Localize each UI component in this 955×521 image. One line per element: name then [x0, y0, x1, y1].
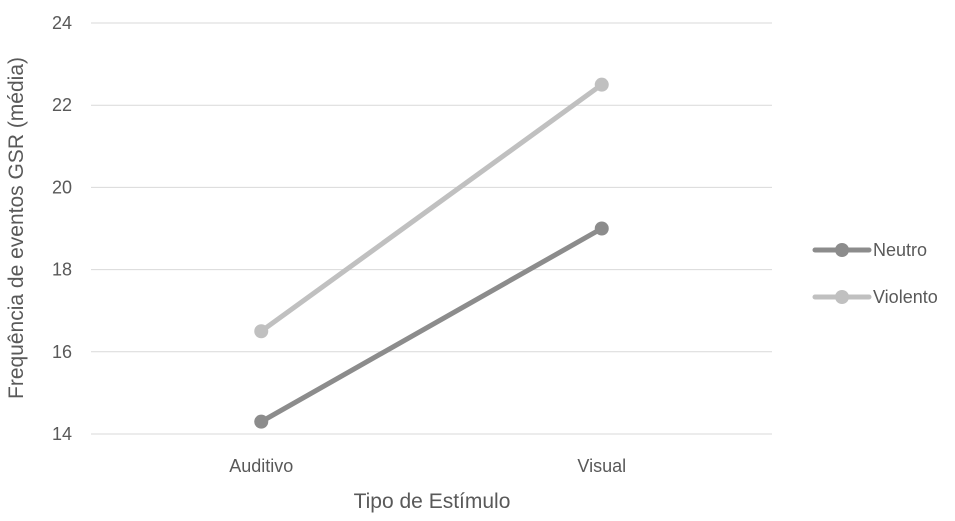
y-tick-label: 16 [52, 342, 72, 362]
x-tick-label: Visual [577, 456, 626, 476]
legend-swatch-marker [835, 290, 849, 304]
series-line [258, 82, 605, 334]
y-tick-label: 24 [52, 13, 72, 33]
y-axis-title: Frequência de eventos GSR (média) [5, 57, 28, 399]
x-axis-ticks: Auditivo Visual [229, 456, 626, 476]
data-point [254, 414, 269, 429]
data-point [594, 221, 609, 236]
data-point [594, 77, 609, 92]
legend-item: Neutro [812, 240, 927, 260]
legend: Neutro Violento [812, 240, 938, 307]
y-tick-label: 22 [52, 95, 72, 115]
series-neutro [254, 221, 609, 429]
legend-label: Violento [873, 287, 938, 307]
y-tick-label: 20 [52, 177, 72, 197]
y-axis-ticks: 14 16 18 20 22 24 [52, 13, 72, 444]
legend-item: Violento [812, 287, 938, 307]
gridlines [91, 22, 772, 435]
y-tick-label: 18 [52, 260, 72, 280]
y-tick-label: 14 [52, 424, 72, 444]
series-violento [254, 77, 609, 339]
legend-swatch-marker [835, 243, 849, 257]
x-axis-title: Tipo de Estímulo [354, 490, 511, 513]
series-line [258, 226, 605, 425]
x-tick-label: Auditivo [229, 456, 293, 476]
legend-label: Neutro [873, 240, 927, 260]
data-point [254, 324, 269, 339]
series [254, 77, 609, 429]
